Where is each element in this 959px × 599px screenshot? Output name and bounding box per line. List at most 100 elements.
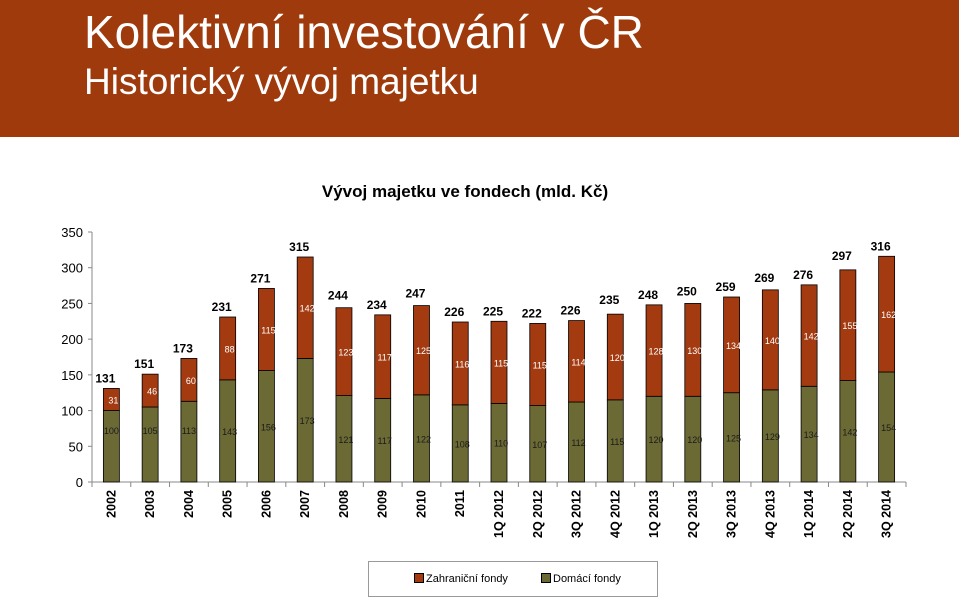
data-label-domestic: 110 [494,439,508,449]
bar-foreign [529,323,547,406]
data-label-total: 231 [212,300,232,314]
x-category-label: 4Q 2013 [763,490,777,538]
data-label-foreign: 128 [649,347,664,357]
legend-swatch-domestic [541,573,551,583]
x-category-label: 3Q 2012 [570,490,584,538]
data-label-domestic: 129 [765,432,780,442]
x-category-label: 1Q 2012 [492,490,506,538]
bar-foreign [180,358,198,402]
data-label-foreign: 140 [765,336,780,346]
y-tick-label: 100 [61,404,83,419]
data-label-domestic: 154 [881,423,896,433]
y-tick-label: 50 [69,439,83,454]
x-category-label: 2Q 2014 [841,490,855,538]
data-label-total: 248 [638,288,658,302]
data-label-domestic: 105 [143,426,158,436]
chart-legend: Zahraniční fondy Domácí fondy [368,561,658,597]
data-label-domestic: 100 [104,426,119,436]
legend-label-foreign: Zahraniční fondy [426,573,508,585]
data-label-total: 151 [134,357,154,371]
bar-foreign [684,303,702,397]
x-category-label: 2002 [104,490,118,518]
data-label-foreign: 142 [804,332,819,342]
data-label-domestic: 108 [455,439,470,449]
data-label-domestic: 121 [338,435,353,445]
data-label-domestic: 113 [182,426,196,436]
data-label-domestic: 120 [649,435,664,445]
data-label-total: 276 [793,268,813,282]
bar-domestic [180,400,198,483]
y-tick-label: 0 [76,475,83,490]
y-tick-label: 300 [61,261,83,276]
data-label-domestic: 122 [416,434,431,444]
data-label-foreign: 123 [338,348,353,358]
data-label-foreign: 117 [378,353,392,363]
data-label-total: 222 [522,306,542,320]
data-label-foreign: 115 [261,326,275,336]
bar-foreign [723,296,740,394]
data-label-domestic: 173 [300,416,315,426]
bar-foreign [335,307,353,396]
data-label-foreign: 115 [494,358,508,368]
data-label-total: 225 [483,304,503,318]
data-label-foreign: 46 [147,387,157,397]
data-label-foreign: 155 [842,321,857,331]
data-label-foreign: 162 [881,310,896,320]
chart-title: Vývoj majetku ve fondech (mld. Kč) [322,182,608,201]
bar-domestic [102,410,120,483]
bar-domestic [141,406,159,483]
x-category-label: 2003 [143,490,157,518]
bar-foreign [606,313,624,401]
data-label-total: 234 [367,298,387,312]
data-label-foreign: 31 [108,396,118,406]
data-label-foreign: 60 [186,376,196,386]
data-label-foreign: 115 [533,361,547,371]
data-label-foreign: 134 [726,341,741,351]
x-category-label: 2007 [298,490,312,518]
data-label-total: 316 [871,239,891,253]
bar-foreign [878,255,896,373]
data-label-foreign: 116 [455,359,469,369]
data-label-domestic: 117 [378,436,392,446]
x-category-label: 1Q 2013 [647,490,661,538]
x-category-label: 4Q 2012 [608,490,622,538]
data-label-total: 269 [754,271,774,285]
bar-foreign [451,321,469,406]
data-label-domestic: 107 [532,440,547,450]
data-label-total: 297 [832,249,852,263]
data-label-total: 131 [95,371,115,385]
data-label-domestic: 142 [842,427,857,437]
data-label-total: 259 [716,280,736,294]
bar-foreign [102,388,120,411]
x-category-label: 2004 [182,490,196,518]
x-category-label: 2005 [221,490,235,518]
data-label-foreign: 114 [571,357,585,367]
data-label-total: 235 [599,293,619,307]
x-category-label: 2Q 2012 [531,490,545,538]
data-label-total: 226 [444,305,464,319]
y-tick-label: 350 [61,225,83,240]
bar-foreign [839,269,857,381]
bar-foreign [490,320,508,404]
bar-foreign [413,305,430,396]
y-tick-label: 200 [61,332,83,347]
x-category-label: 2010 [414,490,428,518]
data-label-total: 226 [561,304,581,318]
data-label-foreign: 88 [225,344,235,354]
bar-foreign [219,316,237,381]
x-category-label: 2011 [453,490,467,517]
stacked-bar-chart: Vývoj majetku ve fondech (mld. Kč) 0 50 10… [61,182,907,538]
legend-item-domestic: Domácí fondy [541,573,621,585]
data-label-total: 271 [250,271,270,285]
bar-foreign [800,284,818,387]
header-banner: Kolektivní investování v ČR Historický v… [0,0,959,137]
x-category-label: 2008 [337,490,351,518]
data-label-domestic: 125 [726,433,741,443]
bar-foreign [568,320,585,403]
x-category-label: 2009 [376,490,390,518]
data-label-foreign: 130 [687,346,702,356]
x-category-label: 2Q 2013 [686,490,700,538]
bar-foreign [645,304,663,397]
page-subtitle: Historický vývoj majetku [84,61,479,102]
data-label-domestic: 143 [222,427,237,437]
